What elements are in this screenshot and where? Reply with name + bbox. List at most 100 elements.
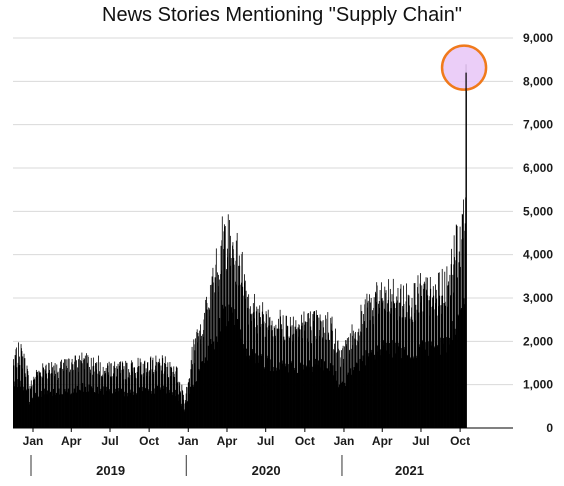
bar	[79, 390, 81, 428]
bar	[260, 323, 262, 428]
bar	[380, 349, 381, 428]
bar	[286, 315, 287, 428]
bar	[115, 391, 117, 428]
bar	[15, 357, 16, 428]
bar	[367, 300, 369, 428]
bar	[341, 382, 343, 428]
bar	[241, 251, 243, 428]
bar	[291, 325, 293, 428]
bar	[147, 362, 148, 428]
bar	[231, 312, 233, 428]
bar	[285, 315, 287, 428]
bar	[370, 320, 372, 428]
bar	[153, 393, 155, 428]
bar	[122, 369, 124, 428]
bar	[358, 341, 359, 428]
bar	[257, 325, 258, 428]
bar	[226, 269, 227, 428]
bar	[226, 271, 228, 428]
bar	[165, 364, 167, 428]
bar	[433, 347, 435, 428]
bar	[303, 311, 305, 428]
bar	[45, 364, 47, 428]
bar	[272, 330, 273, 428]
bar	[377, 351, 379, 428]
bar	[429, 277, 431, 428]
bar	[435, 284, 436, 428]
bar	[369, 302, 371, 428]
bar	[271, 330, 273, 428]
bar	[345, 340, 347, 428]
bar	[435, 303, 437, 428]
bar	[52, 395, 54, 428]
bar	[340, 350, 342, 428]
bar	[419, 346, 421, 428]
bar	[176, 367, 178, 428]
bar	[447, 285, 449, 428]
bar	[455, 224, 457, 428]
bar	[108, 361, 110, 428]
bar	[375, 291, 376, 428]
bar	[189, 386, 191, 428]
bar	[309, 311, 311, 428]
bar	[253, 318, 255, 428]
bar	[75, 369, 77, 428]
bar	[113, 365, 115, 428]
bar	[212, 282, 214, 428]
x-tick-label: Jul	[101, 434, 118, 448]
bar	[386, 303, 388, 428]
bar	[247, 324, 249, 428]
bar	[49, 392, 51, 428]
bar	[46, 373, 47, 428]
bar	[311, 343, 313, 428]
bar	[221, 270, 222, 428]
bar	[292, 316, 294, 428]
bar	[436, 345, 438, 428]
bar	[456, 226, 458, 428]
bar	[415, 320, 416, 428]
bar	[224, 227, 226, 428]
bar	[329, 370, 331, 428]
bar	[452, 274, 454, 428]
bar	[153, 372, 155, 428]
y-tick-label: 4,000	[523, 248, 553, 262]
y-tick-label: 1,000	[523, 378, 553, 392]
bar	[167, 362, 169, 428]
bar	[288, 336, 290, 428]
bar	[409, 358, 411, 428]
bar	[230, 265, 232, 428]
bar	[167, 374, 168, 428]
bar	[30, 388, 31, 428]
bar	[26, 390, 27, 428]
bar	[155, 371, 157, 428]
bar	[115, 376, 117, 428]
bar	[301, 325, 303, 428]
bar	[392, 357, 394, 428]
bar	[166, 366, 168, 428]
bar	[15, 347, 17, 428]
bar	[450, 264, 452, 428]
bar	[269, 316, 271, 428]
bar	[262, 323, 264, 428]
bar	[278, 328, 280, 428]
bar	[356, 362, 358, 428]
bar	[351, 324, 353, 428]
bar	[371, 349, 373, 428]
bar	[221, 240, 223, 428]
bar	[436, 298, 438, 428]
bar	[179, 382, 181, 428]
bar	[50, 373, 52, 428]
bar	[372, 310, 373, 428]
bar	[447, 306, 449, 428]
bar	[449, 337, 450, 428]
bar	[145, 387, 147, 428]
bar	[70, 394, 72, 428]
bar	[399, 316, 401, 428]
bar	[216, 336, 218, 428]
bar	[428, 355, 429, 428]
x-tick-label: Jan	[178, 434, 199, 448]
bar	[270, 325, 272, 428]
bar	[401, 348, 403, 428]
bar	[161, 370, 163, 428]
bar	[111, 376, 113, 428]
